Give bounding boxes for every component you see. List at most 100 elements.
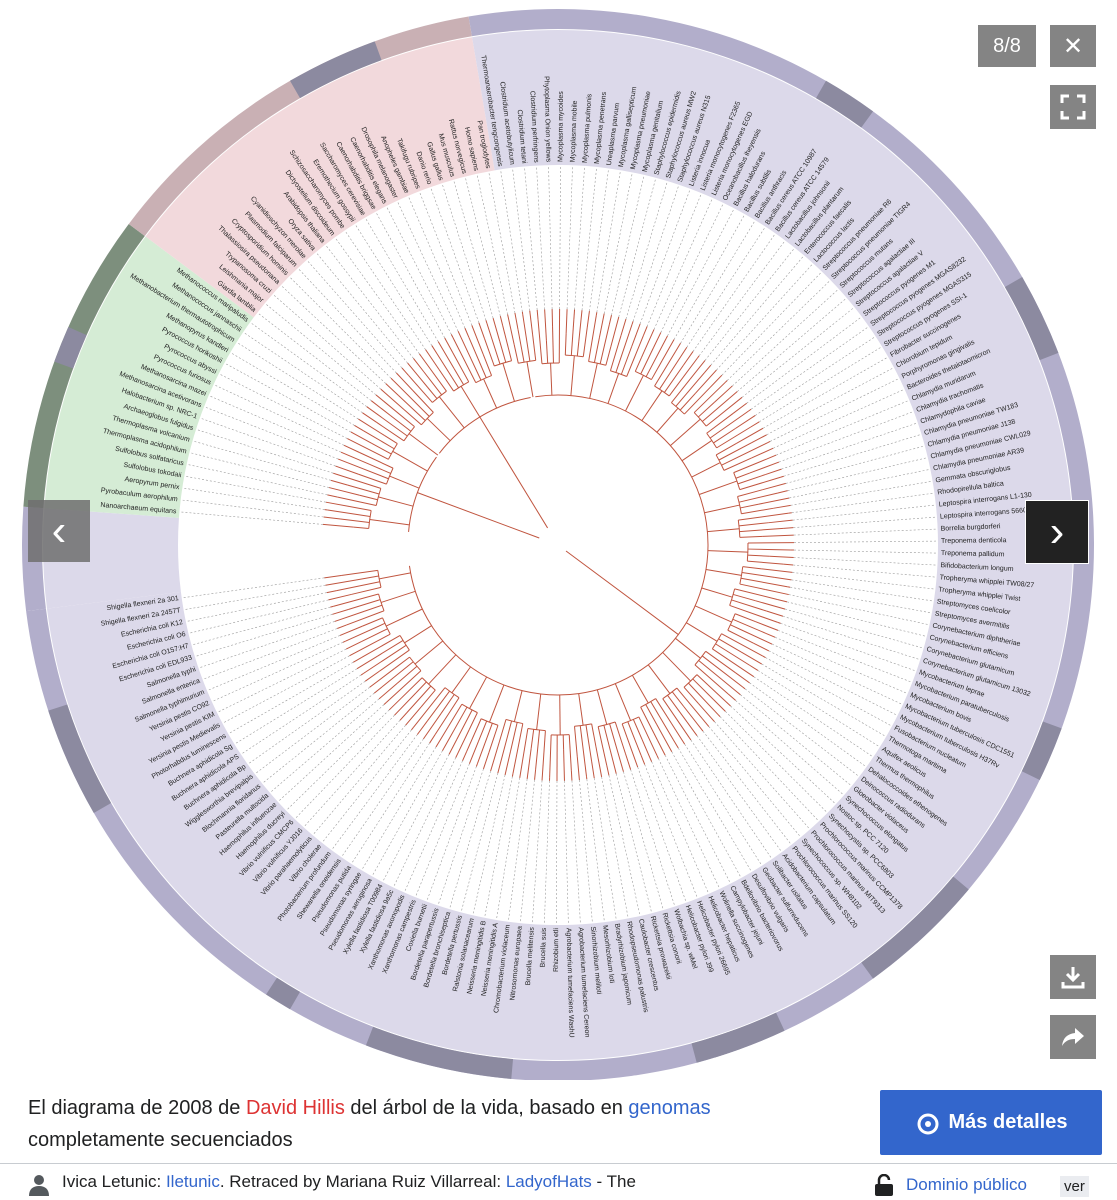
branch — [359, 452, 394, 469]
branch — [656, 755, 659, 759]
branch — [640, 755, 646, 765]
leaf-connector — [680, 220, 756, 344]
leaf-connector — [726, 279, 831, 381]
branch — [723, 457, 752, 471]
branch — [479, 416, 549, 529]
leaf-connector — [793, 540, 938, 543]
leaf-connector — [625, 181, 668, 320]
branch — [698, 703, 715, 722]
ring-segment — [290, 41, 382, 99]
leaf-connector — [396, 200, 459, 332]
leaf-label: Brucella suis — [540, 927, 548, 967]
branch — [438, 396, 465, 429]
branch — [750, 421, 760, 428]
leaf-connector — [294, 714, 395, 820]
leaf-connector — [371, 750, 443, 877]
branch — [385, 608, 423, 627]
branch — [536, 693, 542, 730]
branch — [345, 641, 362, 650]
genomes-link[interactable]: genomas — [628, 1097, 711, 1119]
branch — [675, 637, 701, 659]
branch — [485, 320, 488, 324]
branch — [513, 344, 519, 364]
leaf-connector — [354, 223, 433, 346]
branch — [492, 317, 501, 342]
leaf-connector — [548, 165, 553, 310]
leaf-connector — [608, 775, 641, 917]
leaf-connector — [306, 259, 403, 369]
credit-text: Ivica Letunic: — [62, 1172, 166, 1191]
branch — [732, 618, 767, 634]
branch — [337, 496, 377, 506]
branch — [414, 640, 444, 665]
branch — [352, 656, 363, 663]
branch — [638, 716, 658, 757]
branch — [397, 394, 426, 421]
branch — [755, 621, 779, 631]
branch — [471, 325, 484, 355]
branch — [333, 472, 337, 475]
leaf-connector — [589, 168, 609, 312]
branch — [740, 651, 763, 665]
share-button[interactable] — [1050, 1015, 1096, 1059]
branch — [327, 494, 338, 498]
leaf-connector — [765, 657, 893, 727]
close-button[interactable]: ✕ — [1050, 25, 1096, 67]
leaf-connector — [787, 457, 928, 491]
leaf-connector — [199, 417, 336, 467]
leaf-connector — [224, 362, 351, 433]
leaf-connector — [230, 352, 355, 426]
license-link[interactable]: Dominio público — [906, 1175, 1027, 1194]
leaf-connector — [208, 395, 342, 453]
branch — [378, 649, 410, 672]
branch — [371, 443, 392, 455]
leaf-connector — [596, 170, 621, 313]
branch — [609, 750, 617, 774]
credit-link[interactable]: Iletunic — [165, 1172, 220, 1191]
branch — [747, 548, 791, 551]
branch — [641, 739, 653, 762]
leaf-label: Borrelia burgdorferi — [941, 523, 1002, 533]
credit: Ivica Letunic: Iletunic. Retraced by Mar… — [62, 1172, 636, 1192]
more-details-button[interactable]: Más detalles — [880, 1090, 1102, 1155]
branch — [338, 458, 348, 464]
leaf-connector — [191, 606, 331, 646]
branch — [768, 519, 793, 524]
leaf-connector — [716, 263, 814, 371]
branch — [392, 379, 430, 417]
branch — [734, 613, 756, 623]
branch — [777, 490, 788, 494]
branch — [543, 730, 546, 757]
branch — [431, 345, 438, 355]
leaf-connector — [781, 422, 918, 470]
next-button[interactable]: › — [1025, 500, 1089, 564]
branch — [513, 690, 523, 722]
leaf-connector — [793, 564, 937, 578]
branch — [738, 492, 779, 503]
leaf-connector — [512, 167, 531, 311]
leaf-connector — [524, 166, 538, 310]
prev-button[interactable]: ‹ — [28, 500, 90, 562]
branch — [721, 679, 741, 696]
leaf-connector — [793, 549, 938, 554]
fullscreen-button[interactable] — [1050, 85, 1096, 129]
leaf-connector — [386, 205, 452, 335]
branch — [773, 504, 791, 509]
branch — [385, 670, 422, 703]
leaf-connector — [790, 480, 933, 506]
view-button[interactable]: ver — [1060, 1176, 1089, 1197]
credit-link[interactable]: LadyofHats — [505, 1172, 592, 1191]
branch — [654, 351, 676, 387]
download-button[interactable] — [1050, 955, 1096, 999]
branch — [762, 534, 794, 537]
branch — [483, 378, 498, 409]
branch — [498, 719, 507, 742]
branch — [733, 593, 756, 602]
leaf-connector — [696, 735, 783, 853]
author-link[interactable]: David Hillis — [245, 1097, 345, 1119]
branch — [388, 697, 402, 711]
branch — [455, 729, 470, 758]
branch — [401, 367, 409, 376]
branch — [499, 316, 504, 326]
leaf-connector — [264, 302, 377, 396]
